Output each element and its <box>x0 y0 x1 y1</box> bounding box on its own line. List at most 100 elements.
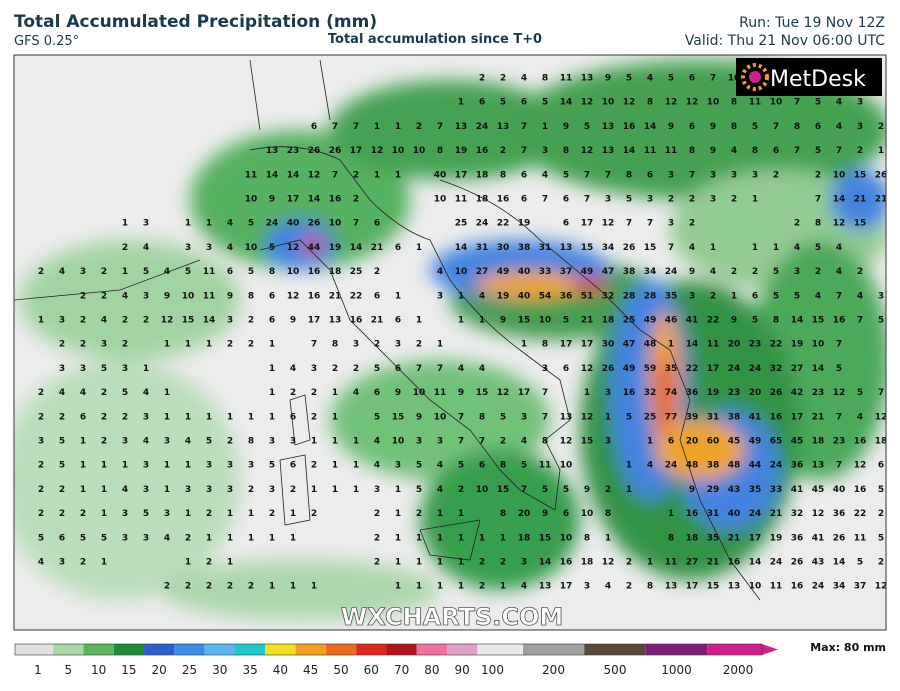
value-label: 9 <box>563 122 569 132</box>
value-label: 4 <box>227 219 233 229</box>
value-label: 40 <box>287 219 300 229</box>
value-label: 1 <box>647 437 653 447</box>
value-label: 6 <box>563 195 569 205</box>
max-label: Max: 80 mm <box>810 641 886 654</box>
value-label: 16 <box>476 146 489 156</box>
value-label: 3 <box>311 364 317 374</box>
value-label: 5 <box>857 558 863 568</box>
value-label: 33 <box>539 267 552 277</box>
value-label: 34 <box>644 267 657 277</box>
valid: Valid: Thu 21 Nov 06:00 UTC <box>685 33 885 49</box>
value-label: 7 <box>836 461 842 471</box>
colorbar-segment <box>584 644 646 655</box>
value-label: 6 <box>290 412 296 422</box>
value-label: 3 <box>857 98 863 108</box>
value-label: 3 <box>605 195 611 205</box>
value-label: 1 <box>416 558 422 568</box>
value-label: 20 <box>518 509 531 519</box>
value-label: 1 <box>290 533 296 543</box>
value-label: 14 <box>833 558 846 568</box>
value-label: 10 <box>392 146 405 156</box>
value-label: 1 <box>101 509 107 519</box>
value-label: 23 <box>728 388 741 398</box>
value-label: 1 <box>164 485 170 495</box>
value-label: 32 <box>770 364 783 374</box>
value-label: 1 <box>227 412 233 422</box>
value-label: 4 <box>227 243 233 253</box>
value-label: 1 <box>80 485 86 495</box>
value-label: 3 <box>710 195 716 205</box>
value-label: 6 <box>395 243 401 253</box>
value-label: 24 <box>476 122 489 132</box>
colorbar-segment <box>53 644 84 655</box>
value-label: 5 <box>101 533 107 543</box>
value-label: 10 <box>182 291 195 301</box>
value-label: 16 <box>791 582 804 592</box>
value-label: 1 <box>311 485 317 495</box>
value-label: 2 <box>479 74 485 84</box>
value-label: 10 <box>413 388 426 398</box>
value-label: 7 <box>416 364 422 374</box>
value-label: 6 <box>521 195 527 205</box>
value-label: 6 <box>374 291 380 301</box>
value-label: 1 <box>80 461 86 471</box>
value-label: 9 <box>164 291 170 301</box>
value-label: 1 <box>227 558 233 568</box>
value-label: 4 <box>836 243 842 253</box>
value-label: 47 <box>602 267 615 277</box>
value-label: 18 <box>518 533 531 543</box>
value-label: 15 <box>707 582 720 592</box>
value-label: 16 <box>833 316 846 326</box>
value-label: 2 <box>332 364 338 374</box>
value-label: 3 <box>269 437 275 447</box>
value-label: 2 <box>164 582 170 592</box>
value-label: 5 <box>59 461 65 471</box>
value-label: 1 <box>416 533 422 543</box>
value-label: 12 <box>875 412 888 422</box>
value-label: 7 <box>542 388 548 398</box>
value-label: 4 <box>605 582 611 592</box>
value-label: 6 <box>689 74 695 84</box>
value-label: 6 <box>689 122 695 132</box>
value-label: 11 <box>665 146 678 156</box>
value-label: 1 <box>458 316 464 326</box>
value-label: 17 <box>581 340 594 350</box>
value-label: 27 <box>791 364 804 374</box>
value-label: 3 <box>605 388 611 398</box>
value-label: 17 <box>707 364 720 374</box>
value-label: 26 <box>623 243 636 253</box>
value-label: 22 <box>350 291 363 301</box>
value-label: 4 <box>521 437 527 447</box>
value-label: 3 <box>143 533 149 543</box>
value-label: 5 <box>626 195 632 205</box>
value-label: 3 <box>248 461 254 471</box>
value-label: 7 <box>773 122 779 132</box>
value-label: 1 <box>80 437 86 447</box>
value-label: 40 <box>518 291 531 301</box>
value-label: 2 <box>626 558 632 568</box>
colorbar-tick-label: 200 <box>542 663 565 677</box>
value-label: 1 <box>290 509 296 519</box>
value-label: 4 <box>836 98 842 108</box>
value-label: 2 <box>311 412 317 422</box>
colorbar-segment <box>265 644 296 655</box>
value-label: 12 <box>161 316 174 326</box>
value-label: 11 <box>644 146 657 156</box>
value-label: 8 <box>248 437 254 447</box>
value-label: 3 <box>206 485 212 495</box>
value-label: 22 <box>497 219 510 229</box>
value-label: 5 <box>815 98 821 108</box>
value-label: 1 <box>332 485 338 495</box>
value-label: 24 <box>665 461 678 471</box>
value-label: 1 <box>500 533 506 543</box>
value-label: 2 <box>311 388 317 398</box>
value-label: 27 <box>476 267 489 277</box>
value-label: 3 <box>290 437 296 447</box>
value-label: 49 <box>497 267 510 277</box>
value-label: 5 <box>878 533 884 543</box>
value-label: 49 <box>623 364 636 374</box>
colorbar-segment <box>523 644 585 655</box>
value-label: 38 <box>728 412 741 422</box>
value-label: 2 <box>311 509 317 519</box>
value-label: 15 <box>644 243 657 253</box>
